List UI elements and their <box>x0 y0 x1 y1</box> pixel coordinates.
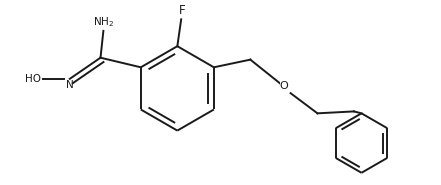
Text: O: O <box>280 81 288 91</box>
Text: F: F <box>179 4 186 17</box>
Text: HO: HO <box>25 74 41 84</box>
Text: NH$_2$: NH$_2$ <box>93 15 114 29</box>
Text: N: N <box>66 80 74 90</box>
